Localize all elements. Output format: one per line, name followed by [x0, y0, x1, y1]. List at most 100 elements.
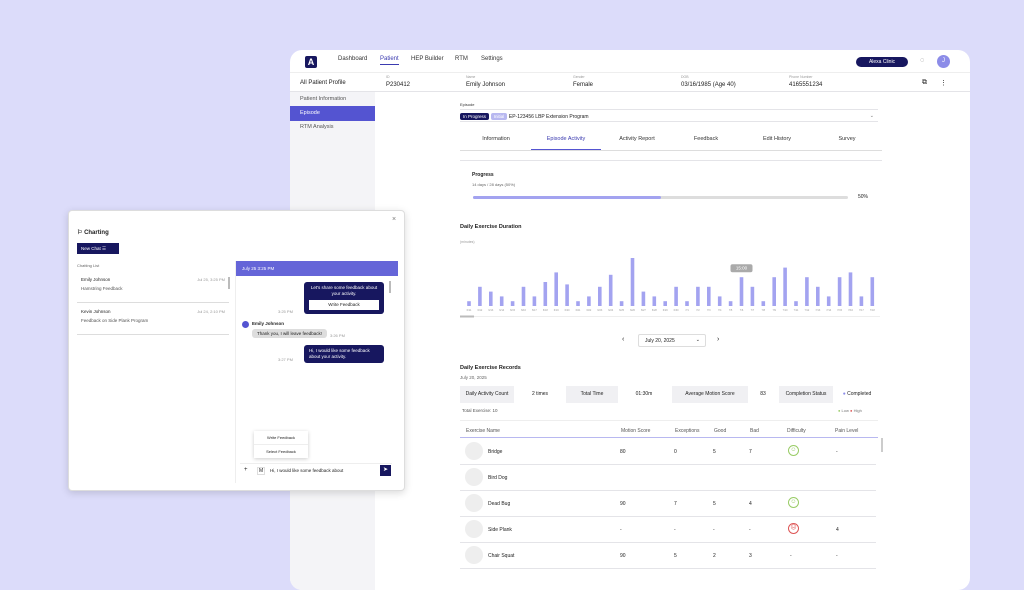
nav-rtm[interactable]: RTM — [455, 56, 468, 62]
nav-patient[interactable]: Patient — [380, 56, 399, 65]
chart-bar[interactable] — [554, 272, 558, 306]
chart-bar[interactable] — [772, 277, 776, 306]
episode-select[interactable]: In Progress Initial EP-123456 LBP Extens… — [460, 109, 878, 122]
progress-title: Progress — [472, 172, 494, 178]
x-tick-label: 6/13 — [488, 309, 493, 312]
menu-select-feedback[interactable]: Select Feedback — [266, 449, 296, 454]
message-input[interactable]: Hi, I would like some feedback about — [270, 468, 344, 473]
chat-list-item[interactable]: Emily Johnson Jul 25, 3:25 PM Hamstring F… — [77, 271, 229, 303]
chart-bar[interactable] — [794, 301, 798, 306]
column-header[interactable]: Bad — [750, 428, 759, 434]
chart-bar[interactable] — [696, 286, 700, 306]
chart-bar[interactable] — [521, 286, 526, 306]
chart-bar[interactable] — [630, 258, 635, 306]
chart-bar[interactable] — [587, 296, 591, 306]
chat-list-item[interactable]: Kevin Johnson Jul 24, 2:10 PM Feedback on… — [77, 303, 229, 335]
column-header[interactable]: Difficulty — [787, 428, 806, 434]
nav-dashboard[interactable]: Dashboard — [338, 56, 368, 62]
chart-bar[interactable] — [783, 267, 787, 306]
chart-bar[interactable] — [576, 301, 580, 306]
x-tick-label: 7/10 — [783, 309, 788, 312]
x-tick-label: 7/8 — [762, 309, 766, 312]
chart-bar[interactable] — [750, 286, 755, 306]
tab-activity-report[interactable]: Activity Report — [619, 136, 655, 142]
chart-bar[interactable] — [816, 286, 820, 306]
chart-bar[interactable] — [467, 301, 471, 306]
chart-bar[interactable] — [510, 301, 515, 306]
tab-edit-history[interactable]: Edit History — [762, 136, 792, 142]
chart-bar[interactable] — [685, 301, 689, 306]
exercise-name: Bridge — [488, 449, 503, 455]
table-row[interactable]: Bird Dog — [460, 465, 876, 491]
tab-episode-activity[interactable]: Episode Activity — [531, 136, 601, 150]
chart-bar[interactable] — [859, 296, 864, 306]
chart-bar[interactable] — [761, 301, 766, 306]
chart-bar[interactable] — [608, 274, 613, 306]
nav-hep-builder[interactable]: HEP Builder — [411, 56, 444, 62]
next-date-button[interactable]: › — [717, 336, 720, 343]
tab-information[interactable]: Information — [482, 136, 510, 142]
chart-bar[interactable] — [532, 296, 537, 306]
tab-survey[interactable]: Survey — [838, 136, 856, 142]
column-header[interactable]: Good — [714, 428, 727, 434]
chart-bar[interactable] — [870, 277, 875, 306]
table-row[interactable]: Dead Bug 90 7 5 4 ☺ — [460, 491, 876, 517]
chart-bar[interactable] — [728, 301, 733, 306]
chart-bar[interactable] — [739, 277, 744, 306]
chart-bar[interactable] — [848, 272, 853, 306]
chart-bar[interactable] — [641, 291, 646, 306]
chart-bar[interactable] — [543, 282, 548, 306]
table-scrollbar[interactable] — [881, 438, 883, 452]
nav-settings[interactable]: Settings — [481, 56, 503, 62]
cell-motion: 90 — [620, 553, 626, 559]
tab-feedback[interactable]: Feedback — [693, 136, 719, 142]
x-tick-label: 7/2 — [696, 309, 700, 312]
chart-bar[interactable] — [652, 296, 657, 306]
x-tick-label: 7/18 — [870, 309, 875, 312]
more-icon[interactable]: ⋮ — [940, 80, 947, 87]
chart-bar[interactable] — [478, 286, 482, 306]
chart-scrollbar[interactable] — [460, 315, 474, 318]
chart-bar[interactable] — [489, 291, 493, 306]
media-icon[interactable]: M — [257, 467, 266, 475]
avatar[interactable]: J — [937, 55, 950, 68]
summary-value: 2 times — [531, 391, 549, 397]
send-button[interactable]: ➤ — [380, 465, 391, 476]
chart-bar[interactable] — [717, 296, 722, 306]
chart-bar[interactable] — [663, 301, 667, 306]
chart-bar[interactable] — [565, 284, 569, 306]
chart-bar[interactable] — [619, 301, 624, 306]
menu-write-feedback[interactable]: Write Feedback — [254, 431, 308, 445]
sidebar-item-rtm-analysis[interactable]: RTM Analysis — [300, 124, 334, 130]
chart-bar[interactable] — [805, 277, 809, 306]
chart-bar[interactable] — [674, 286, 678, 306]
chart-bar[interactable] — [707, 286, 711, 306]
table-row[interactable]: Chair Squat 90 5 2 3 - - — [460, 543, 876, 569]
back-link[interactable]: All Patient Profile — [300, 80, 346, 86]
table-row[interactable]: Side Plank - - - - ☹ 4 — [460, 517, 876, 543]
divider — [460, 150, 882, 151]
chart-bar[interactable] — [826, 296, 831, 306]
chart-bar[interactable] — [499, 296, 504, 306]
column-header[interactable]: Motion Score — [621, 428, 651, 434]
chart-bar[interactable] — [837, 277, 842, 306]
copy-icon[interactable]: ⧉ — [922, 79, 927, 86]
close-icon[interactable]: × — [392, 216, 397, 223]
sidebar-item-patient-information[interactable]: Patient Information — [300, 96, 347, 102]
new-chat-button[interactable]: New Chat ☰ — [77, 243, 119, 254]
write-feedback-button[interactable]: Write Feedback — [309, 300, 379, 310]
column-header[interactable]: Exercise Name — [466, 428, 500, 434]
plus-icon[interactable]: + — [244, 467, 248, 473]
clinic-button[interactable]: Alexa Clinic — [856, 57, 908, 67]
prev-date-button[interactable]: ‹ — [622, 336, 625, 343]
column-header[interactable]: Pain Level — [835, 428, 859, 434]
table-row[interactable]: Bridge 80 0 5 7 ☺ - — [460, 439, 876, 465]
summary-label: Daily Activity Count — [460, 386, 514, 403]
date-select[interactable]: July 20, 2025 ⌄ — [638, 334, 706, 347]
column-header[interactable]: Exceptions — [675, 428, 700, 434]
chart-bar[interactable] — [598, 286, 602, 306]
notification-icon[interactable]: ◌ — [920, 57, 925, 64]
conversation-scrollbar[interactable] — [389, 281, 391, 293]
sidebar-item-episode[interactable]: Episode — [290, 106, 375, 121]
list-scrollbar[interactable] — [228, 277, 230, 289]
